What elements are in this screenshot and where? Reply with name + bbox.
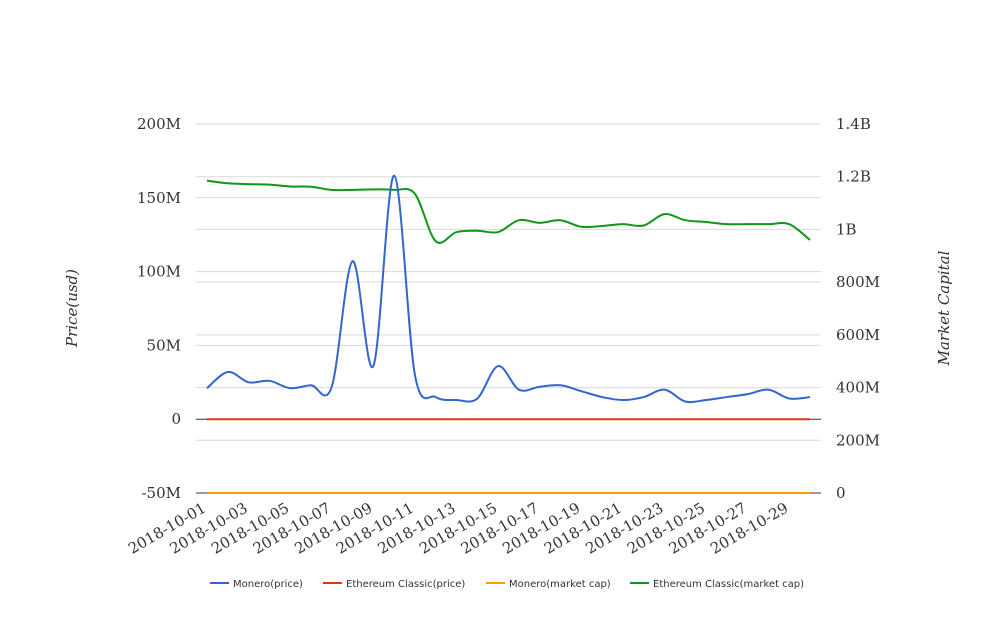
left-gridlines <box>196 123 821 346</box>
y-right-tick-label: 600M <box>836 326 880 344</box>
legend-item[interactable]: Ethereum Classic(market cap) <box>630 579 804 590</box>
y-right-tick-label: 800M <box>836 273 880 291</box>
y-left-tick-label: 150M <box>137 189 181 207</box>
y-left-tick-label: 200M <box>137 115 181 133</box>
y-right-tick-label: 400M <box>836 379 880 397</box>
legend-label: Monero(price) <box>233 579 303 590</box>
axis-baseline-marks <box>196 418 821 494</box>
y-right-tick-label: 1.4B <box>836 115 871 133</box>
left-axis-tick-labels: -50M 0 50M 100M 150M 200M <box>137 115 181 502</box>
y-right-tick-label: 1B <box>836 220 857 238</box>
series-line-ethereum-classic-market-cap <box>206 179 811 244</box>
legend-label: Ethereum Classic(market cap) <box>653 579 804 590</box>
right-gridlines <box>196 123 821 441</box>
y-axis-right-title: Market Capital <box>935 250 953 366</box>
legend-label: Ethereum Classic(price) <box>346 579 465 590</box>
y-left-tick-label: 0 <box>171 410 181 428</box>
y-right-tick-label: 200M <box>836 431 880 449</box>
y-axis-left-title: Price(usd) <box>63 269 81 348</box>
y-left-tick-label: 100M <box>137 263 181 281</box>
legend-item[interactable]: Ethereum Classic(price) <box>323 579 465 590</box>
series-lines <box>206 174 811 495</box>
legend-label: Monero(market cap) <box>509 579 611 590</box>
series-line-monero-price <box>206 174 811 404</box>
y-left-tick-label: 50M <box>147 336 181 354</box>
y-right-tick-label: 0 <box>836 484 846 502</box>
x-axis-tick-labels: 2018-10-012018-10-032018-10-052018-10-07… <box>125 499 791 558</box>
legend-item[interactable]: Monero(market cap) <box>486 579 611 590</box>
y-right-tick-label: 1.2B <box>836 168 871 186</box>
right-axis-tick-labels: 0 200M 400M 600M 800M 1B 1.2B 1.4B <box>836 115 880 502</box>
legend-item[interactable]: Monero(price) <box>210 579 303 590</box>
legend: Monero(price) Ethereum Classic(price) Mone… <box>210 579 804 590</box>
y-left-tick-label: -50M <box>141 484 181 502</box>
